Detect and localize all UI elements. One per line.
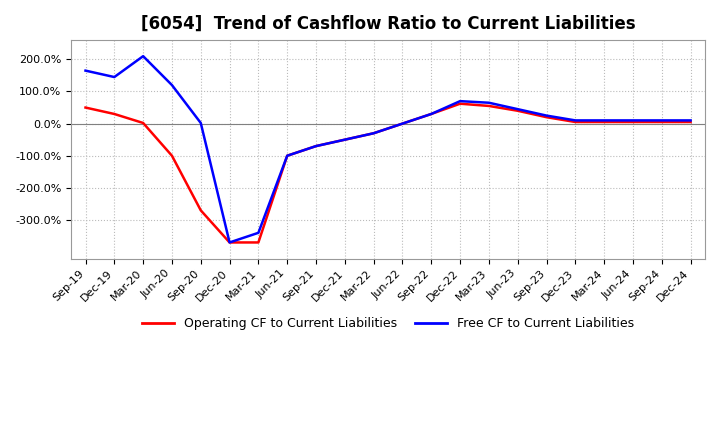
Legend: Operating CF to Current Liabilities, Free CF to Current Liabilities: Operating CF to Current Liabilities, Fre…: [138, 312, 639, 335]
Title: [6054]  Trend of Cashflow Ratio to Current Liabilities: [6054] Trend of Cashflow Ratio to Curren…: [140, 15, 635, 33]
